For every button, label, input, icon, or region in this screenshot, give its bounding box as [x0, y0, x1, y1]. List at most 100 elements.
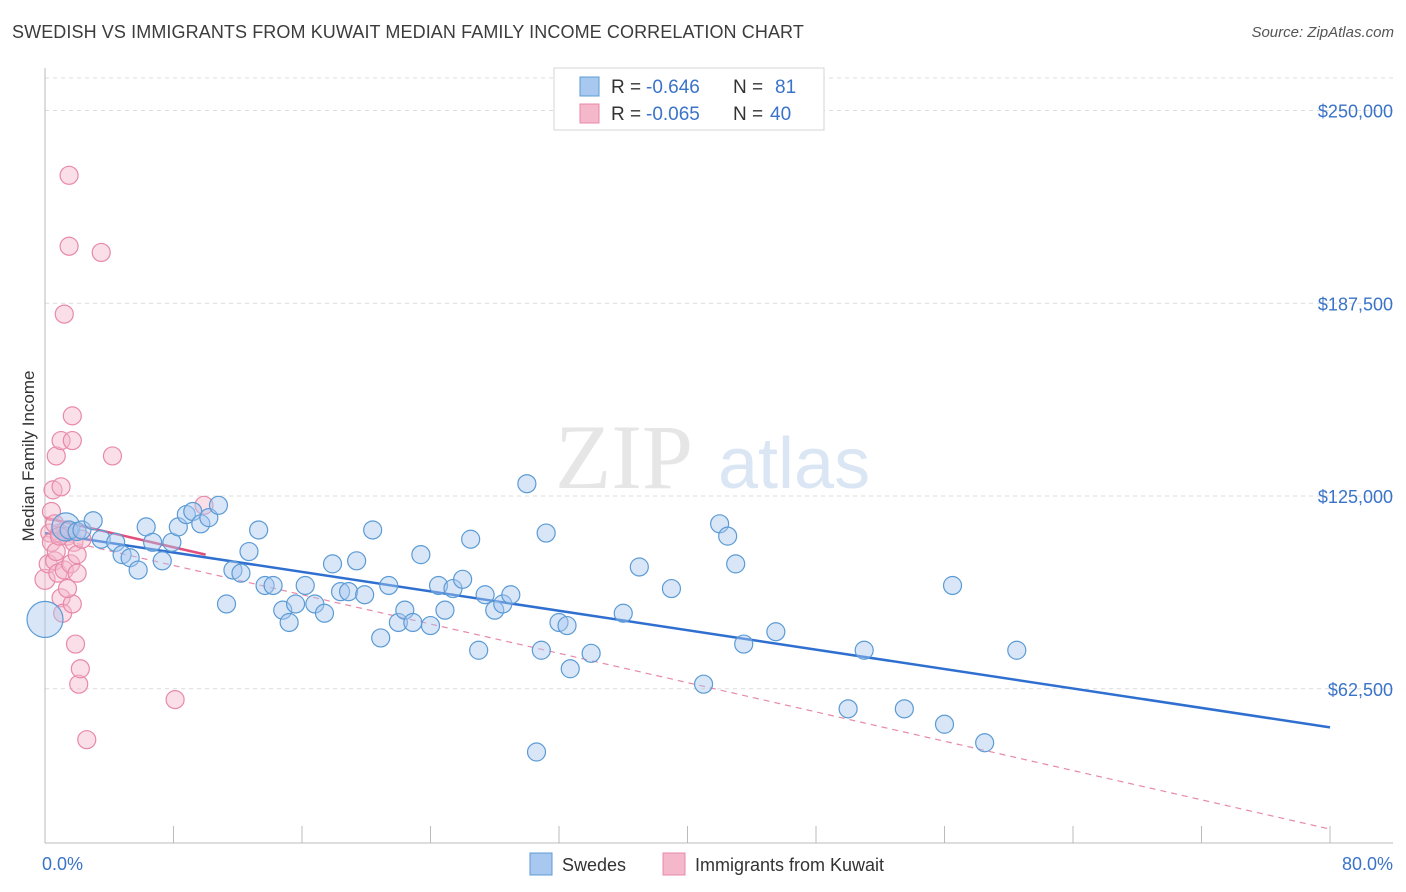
y-axis-label: Median Family Income — [19, 370, 38, 541]
kuwait-point — [51, 477, 71, 497]
kuwait-point — [102, 446, 123, 466]
swedes-point — [322, 554, 343, 574]
kuwait-point — [34, 568, 56, 590]
swedes-point — [379, 575, 399, 596]
swedes-point — [216, 594, 237, 614]
chart-title: SWEDISH VS IMMIGRANTS FROM KUWAIT MEDIAN… — [12, 22, 804, 42]
legend-r-value-swedes: -0.646 — [646, 77, 700, 98]
swedes-point — [128, 560, 148, 580]
data-points — [26, 165, 1027, 762]
bottom-legend-swatch-swedes — [529, 852, 553, 876]
swedes-trend-line — [44, 531, 1331, 729]
swedes-point — [531, 640, 551, 660]
swedes-point — [766, 622, 786, 642]
swedes-point — [734, 634, 754, 654]
kuwait-point — [67, 545, 87, 565]
swedes-point — [726, 554, 746, 574]
swedes-point — [363, 520, 383, 540]
kuwait-point — [62, 430, 82, 451]
kuwait-point — [46, 446, 66, 466]
swedes-point — [152, 551, 172, 571]
axes — [44, 68, 1393, 844]
swedes-point — [403, 612, 423, 633]
source-label: Source: ZipAtlas.com — [1251, 24, 1394, 41]
swedes-point — [249, 520, 269, 540]
swedes-point — [83, 511, 103, 531]
swedes-point — [314, 603, 335, 623]
kuwait-point — [69, 674, 89, 694]
legend-swatch-kuwait — [579, 103, 600, 124]
swedes-point — [411, 545, 431, 565]
swedes-point — [285, 594, 306, 614]
kuwait-point — [61, 554, 81, 574]
kuwait-point — [67, 563, 87, 583]
swedes-point — [239, 541, 259, 562]
y-tick-labels: $62,500 $125,000 $187,500 $250,000 — [1318, 102, 1393, 700]
swedes-point — [475, 585, 495, 605]
legend-r-value-kuwait: -0.065 — [646, 104, 700, 125]
kuwait-point — [41, 501, 62, 522]
swedes-point — [106, 532, 126, 552]
kuwait-point — [57, 578, 78, 599]
swedes-point — [536, 523, 556, 543]
swedes-point — [501, 585, 521, 605]
kuwait-point — [59, 165, 79, 185]
swedes-point — [231, 563, 251, 583]
swedes-point — [942, 575, 963, 596]
swedes-point — [718, 526, 738, 546]
kuwait-point — [62, 406, 82, 426]
swedes-point — [838, 699, 858, 719]
bottom-legend-label-swedes: Swedes — [562, 855, 626, 875]
swedes-point — [661, 578, 682, 599]
grid — [45, 77, 1393, 690]
swedes-point — [428, 575, 449, 596]
swedes-point — [453, 569, 473, 589]
kuwait-point — [62, 594, 82, 614]
kuwait-point — [194, 495, 214, 515]
swedes-point — [338, 582, 359, 602]
x-tick-label-min: 0.0% — [42, 854, 83, 874]
y-tick-label: $62,500 — [1328, 680, 1393, 700]
kuwait-point — [54, 304, 74, 324]
swedes-point — [517, 474, 537, 494]
swedes-point — [420, 615, 441, 636]
kuwait-point — [165, 689, 185, 710]
swedes-point — [330, 582, 351, 602]
bottom-legend: Swedes Immigrants from Kuwait — [529, 852, 884, 876]
kuwait-point — [70, 659, 90, 679]
swedes-point — [295, 575, 315, 596]
kuwait-point — [45, 514, 65, 534]
y-tick-label: $125,000 — [1318, 487, 1393, 507]
swedes-point — [143, 532, 163, 552]
swedes-point — [388, 612, 408, 633]
swedes-point — [854, 640, 874, 660]
kuwait-point — [51, 430, 71, 451]
y-tick-label: $250,000 — [1318, 102, 1393, 122]
swedes-point — [435, 600, 455, 620]
y-tick-label: $187,500 — [1318, 294, 1393, 314]
swedes-point — [557, 615, 577, 636]
legend-n-label-kuwait: N = — [733, 104, 763, 125]
bottom-legend-label-kuwait: Immigrants from Kuwait — [695, 855, 884, 875]
swedes-point — [91, 529, 111, 549]
swedes-point — [560, 659, 580, 679]
swedes-point — [263, 575, 283, 596]
kuwait-point — [91, 242, 111, 263]
watermark-atlas: atlas — [718, 424, 870, 504]
swedes-point — [693, 674, 714, 694]
kuwait-point — [46, 541, 66, 562]
watermark-zip: ZIP — [555, 406, 693, 508]
swedes-point — [371, 628, 391, 648]
swedes-point — [613, 603, 633, 623]
swedes-point — [355, 585, 375, 605]
kuwait-point — [77, 730, 97, 750]
swedes-point — [347, 551, 367, 571]
swedes-point — [26, 600, 64, 639]
bottom-legend-swatch-kuwait — [662, 852, 686, 876]
swedes-point — [1007, 640, 1027, 660]
swedes-point — [469, 640, 489, 660]
swedes-point — [461, 529, 481, 549]
swedes-point — [581, 643, 601, 663]
legend-swatch-swedes — [579, 76, 600, 97]
